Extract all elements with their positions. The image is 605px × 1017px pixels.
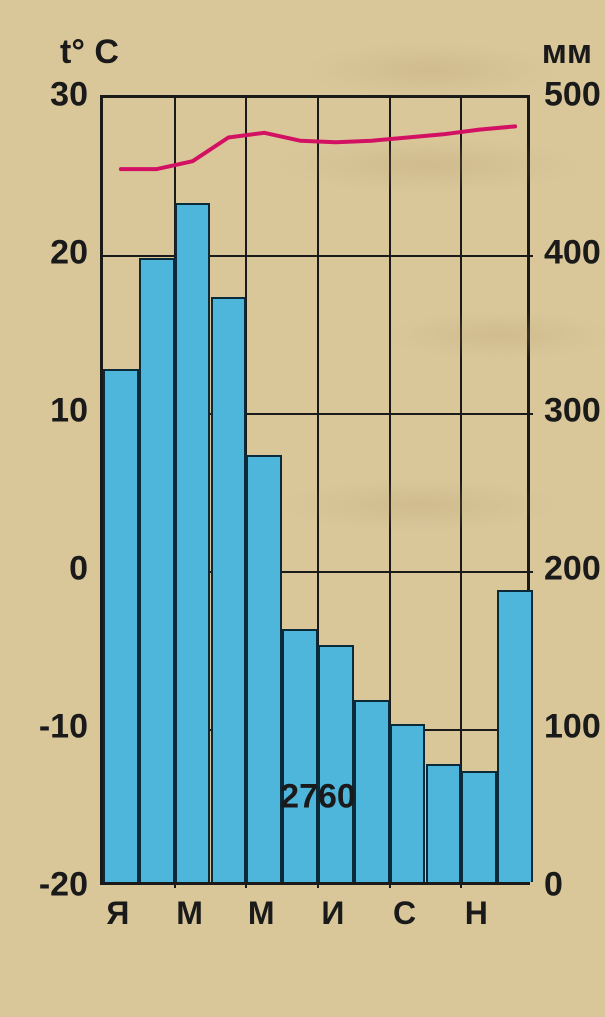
left-tick-label: 0 (69, 550, 88, 589)
right-tick-label: 400 (544, 234, 601, 273)
right-axis-title: мм (542, 33, 592, 72)
total-annotation: 2760 (280, 778, 356, 817)
x-tick-label: Н (465, 895, 488, 932)
right-tick-label: 300 (544, 392, 601, 431)
left-tick-label: 20 (50, 234, 88, 273)
temperature-line (121, 126, 515, 169)
x-tick-label: С (393, 895, 416, 932)
right-tick-label: 100 (544, 708, 601, 747)
x-tick-label: И (321, 895, 344, 932)
left-tick-label: 10 (50, 392, 88, 431)
right-tick-label: 200 (544, 550, 601, 589)
left-tick-label: -10 (39, 708, 88, 747)
x-tick-label: Я (106, 895, 129, 932)
x-tick-label: М (176, 895, 203, 932)
right-tick-label: 0 (544, 866, 563, 905)
left-tick-label: -20 (39, 866, 88, 905)
left-tick-label: 30 (50, 76, 88, 115)
right-tick-label: 500 (544, 76, 601, 115)
left-axis-title: t° C (60, 33, 119, 72)
x-tick-label: М (248, 895, 275, 932)
